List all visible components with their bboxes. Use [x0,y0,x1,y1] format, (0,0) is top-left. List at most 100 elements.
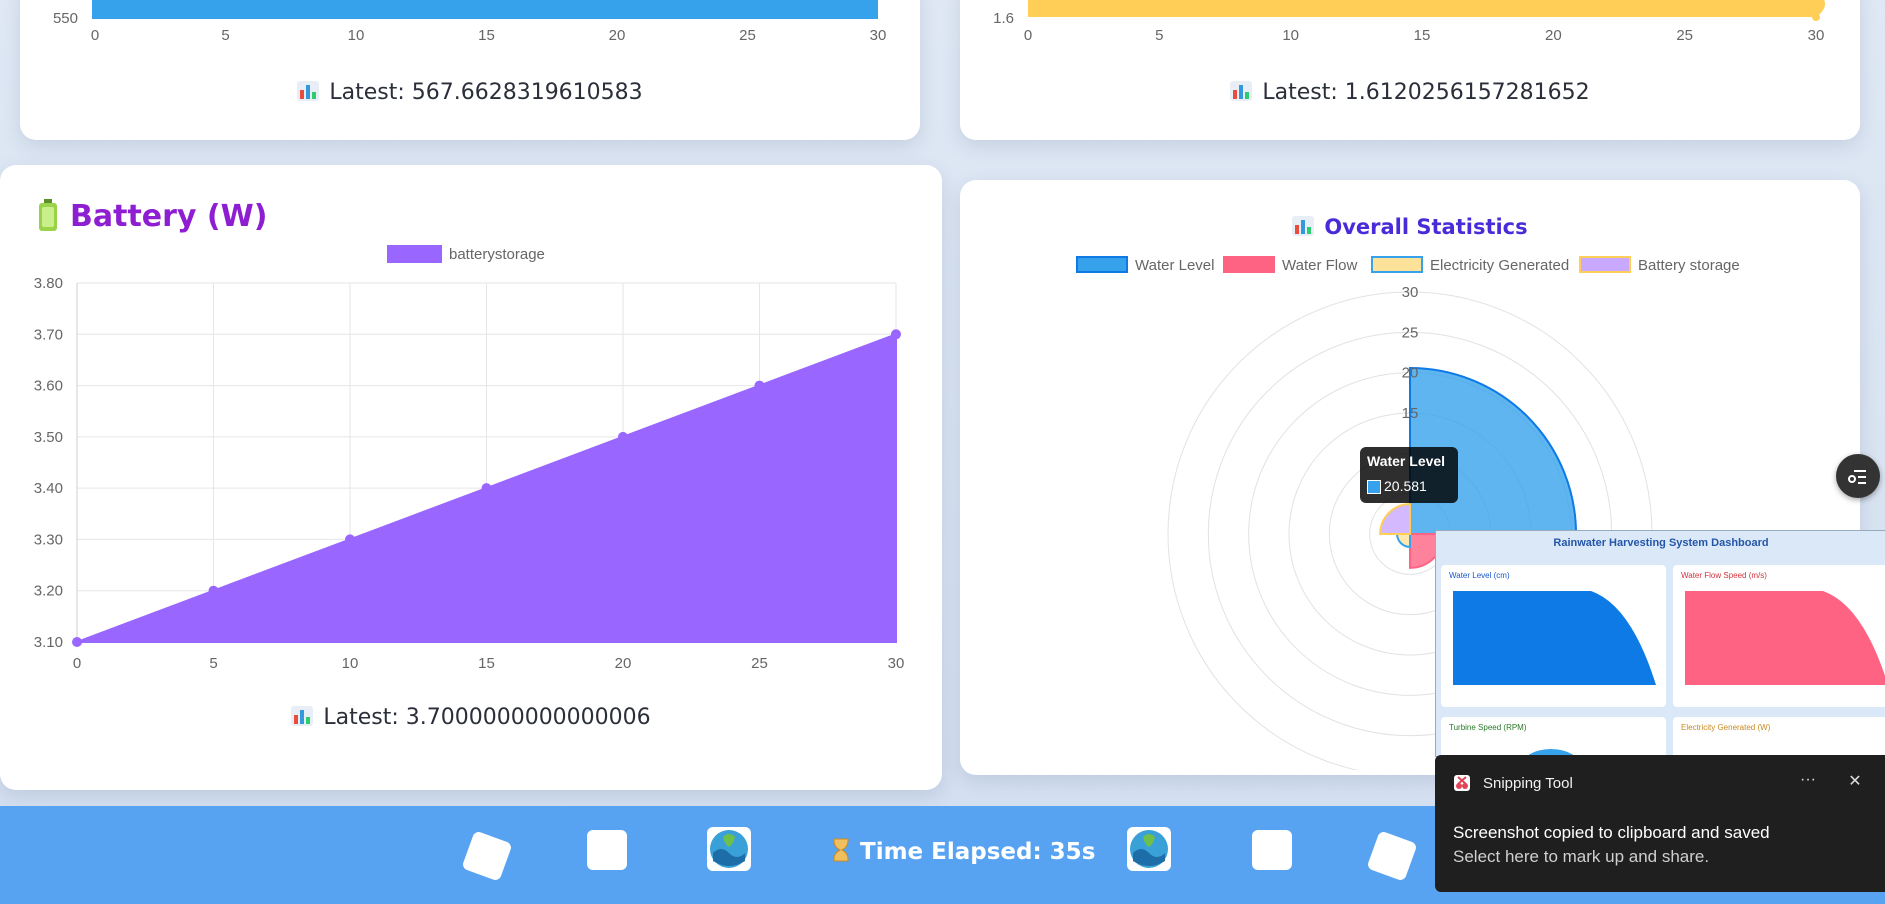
y-tick-label: 3.40 [34,480,63,497]
bar-fill [92,0,878,19]
battery-title: Battery (W) [38,199,267,234]
tooltip-title: Water Level [1367,453,1446,469]
thumb-panel-title: Turbine Speed (RPM) [1449,723,1527,732]
bar-chart-icon [1292,216,1315,236]
snipping-tool-toast[interactable]: Snipping Tool ··· ✕ Screenshot copied to… [1435,755,1885,892]
legend-swatch [1223,256,1275,273]
bar-chart-icon [291,706,314,726]
legend-label: Battery storage [1638,257,1740,274]
screenshot-thumbnail[interactable]: Rainwater Harvesting System Dashboard Wa… [1435,530,1885,757]
y-tick-label: 3.80 [34,275,63,292]
y-tick-label: 550 [53,10,78,27]
y-tick-label: 3.30 [34,531,63,548]
thumb-panel: Turbine Speed (RPM) [1441,717,1666,756]
square-shape [1252,830,1292,870]
card-top-left: 550 0 5 10 15 20 25 30 Latest: 567.66283196105… [20,0,920,140]
polar-slice [1396,533,1411,548]
latest-readout: Latest: 567.6628319610583 [20,80,920,105]
legend-label: Water Flow [1282,257,1357,274]
legend-swatch [1579,256,1631,273]
y-tick-label: 3.70 [34,326,63,343]
x-tick-label: 10 [342,655,359,672]
x-tick-label: 30 [888,655,905,672]
toast-subtext: Select here to mark up and share. [1453,847,1710,866]
x-tick-label: 0 [1024,27,1032,44]
thumb-panel: Water Level (cm) [1441,565,1666,707]
legend-swatch [387,245,442,263]
thumb-panel-title: Water Level (cm) [1449,571,1510,580]
latest-text: Latest: 1.6120256157281652 [1262,80,1590,105]
x-tick-label: 10 [348,27,365,44]
x-tick-label: 5 [221,27,229,44]
thumb-panel-title: Water Flow Speed (m/s) [1681,571,1767,580]
list-settings-icon [1848,470,1866,484]
data-point [481,483,492,494]
battery-icon [38,199,58,231]
chart-tooltip: Water Level 20.581 [1360,447,1458,503]
x-tick-label: 20 [1545,27,1562,44]
y-tick-label: 1.6 [993,10,1014,27]
bar-chart-icon [297,81,320,101]
legend-label: Water Level [1135,257,1214,274]
tooltip-value: 20.581 [1384,478,1427,494]
y-tick-label: 3.20 [34,583,63,600]
hourglass-icon [832,835,850,862]
x-tick-label: 25 [751,655,768,672]
x-tick-label: 25 [739,27,756,44]
x-tick-label: 5 [1155,27,1163,44]
overall-title: Overall Statistics [960,215,1860,239]
time-elapsed: Time Elapsed: 35s [832,832,1095,872]
chart-top-right: 1.6 0 5 10 15 20 25 30 [993,0,1825,44]
polar-slice [1379,503,1411,535]
legend-swatch [1371,256,1423,273]
r-tick-label: 20 [1402,365,1419,382]
legend-label: batterystorage [449,246,545,263]
x-tick-label: 30 [870,27,887,44]
thumb-panel: Water Flow Speed (m/s) [1673,565,1885,707]
legend-label: Electricity Generated [1430,257,1569,274]
r-tick-label: 30 [1402,284,1419,301]
card-top-right: 1.6 0 5 10 15 20 25 30 Latest: 1.6120256157281… [960,0,1860,140]
thumbnail-title: Rainwater Harvesting System Dashboard [1553,537,1769,549]
card-battery: Battery (W) batterystorage 3.10 3.20 3.30 3.… [0,165,942,790]
x-tick-label: 5 [209,655,217,672]
r-tick-label: 15 [1402,405,1419,422]
more-options-button[interactable]: ··· [1800,771,1816,788]
data-point [891,329,901,340]
water-logo-icon [1127,827,1171,871]
snipping-tool-icon [1453,774,1471,792]
latest-readout: Latest: 3.7000000000000006 [0,705,942,730]
data-point [754,380,765,391]
x-tick-label: 15 [478,655,495,672]
x-tick-label: 20 [615,655,632,672]
latest-readout: Latest: 1.6120256157281652 [960,80,1860,105]
data-point [618,431,628,442]
x-tick-label: 30 [1808,27,1825,44]
x-tick-label: 25 [1676,27,1693,44]
tooltip-swatch [1367,480,1381,494]
battery-chart: batterystorage 3.10 3.20 3.30 3.40 3.50 3.60 3.… [34,245,905,672]
square-shape [587,830,627,870]
x-tick-label: 20 [609,27,626,44]
x-tick-label: 15 [1414,27,1431,44]
side-menu-button[interactable] [1836,454,1880,498]
area-fill [1028,0,1825,17]
latest-text: Latest: 567.6628319610583 [329,80,643,105]
y-tick-label: 3.60 [34,378,63,395]
toast-message: Screenshot copied to clipboard and saved [1453,823,1770,842]
data-point [345,534,355,545]
x-tick-label: 0 [73,655,81,672]
y-tick-label: 3.50 [34,429,63,446]
close-button[interactable]: ✕ [1848,773,1862,790]
x-tick-label: 15 [478,27,495,44]
x-tick-label: 10 [1282,27,1299,44]
thumb-panel-title: Electricity Generated (W) [1681,723,1771,732]
data-point [1812,13,1820,21]
data-point [72,637,82,647]
y-tick-label: 3.10 [34,634,63,651]
data-point [208,585,219,596]
toast-app-name: Snipping Tool [1483,775,1573,792]
chart-top-left: 550 0 5 10 15 20 25 30 [53,0,887,44]
thumb-panel: Electricity Generated (W) [1673,717,1885,756]
x-tick-label: 0 [91,27,99,44]
